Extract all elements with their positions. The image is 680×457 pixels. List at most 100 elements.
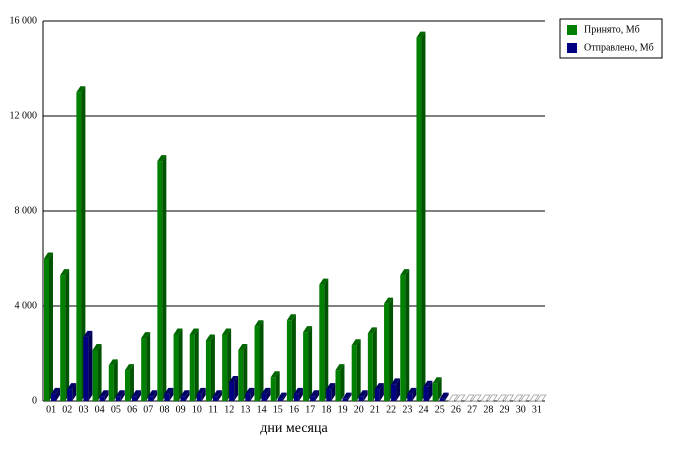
bar — [67, 383, 77, 401]
bar — [400, 269, 410, 401]
bar-face — [308, 326, 313, 401]
bar-face — [245, 393, 251, 401]
bar — [407, 387, 417, 401]
bar-face — [196, 393, 202, 401]
bar-face — [108, 359, 118, 366]
bar-face — [421, 31, 426, 401]
bar-face — [185, 390, 190, 401]
legend-swatch — [567, 25, 577, 35]
bar — [480, 394, 491, 402]
bar — [83, 330, 93, 401]
bar-face — [173, 328, 183, 335]
bar-face — [97, 343, 102, 401]
bar — [423, 380, 433, 401]
legend-label: Отправлено, Мб — [584, 42, 654, 53]
x-tick-label: 25 — [435, 404, 445, 415]
bar-face — [261, 393, 267, 401]
bar — [270, 371, 280, 401]
x-tick-label: 31 — [532, 404, 542, 415]
bar-face — [141, 332, 151, 339]
bar-face — [67, 383, 77, 390]
bar-face — [245, 387, 255, 394]
x-tick-label: 03 — [78, 404, 88, 415]
bar-face — [437, 377, 442, 401]
x-tick-label: 22 — [386, 404, 396, 415]
legend-swatch — [567, 43, 577, 53]
bar-face — [400, 275, 406, 401]
x-tick-label: 30 — [516, 404, 526, 415]
bar-face — [324, 278, 329, 401]
bar — [180, 390, 190, 401]
bar-face — [60, 269, 70, 276]
x-tick-label: 04 — [95, 404, 105, 415]
bar-face — [49, 252, 53, 401]
bar-face — [367, 327, 377, 334]
bar — [487, 394, 498, 402]
bar-face — [347, 392, 352, 401]
bar-face — [115, 390, 125, 397]
bar-face — [205, 334, 215, 341]
bar-face — [277, 398, 283, 401]
bar-face — [180, 390, 190, 397]
bar — [448, 394, 459, 402]
x-tick-label: 09 — [176, 404, 186, 415]
y-tick-label: 0 — [32, 395, 37, 406]
bar-face — [391, 378, 401, 385]
bar-face — [113, 359, 118, 401]
bar — [358, 390, 368, 401]
bar-face — [326, 383, 336, 390]
bar-face — [340, 364, 345, 401]
x-tick-label: 15 — [273, 404, 283, 415]
x-tick-label: 10 — [192, 404, 202, 415]
bar — [519, 394, 531, 402]
bar-face — [519, 394, 531, 402]
bar — [342, 392, 352, 401]
x-tick-label: 12 — [224, 404, 234, 415]
bar — [529, 394, 540, 402]
bar-face — [342, 398, 348, 401]
bar-face — [173, 334, 179, 401]
bar-face — [65, 269, 70, 401]
bar-face — [146, 332, 151, 401]
bar-face — [286, 314, 296, 321]
bar-face — [303, 332, 309, 401]
bar-face — [76, 86, 86, 93]
bar — [310, 390, 320, 401]
bar-face — [358, 390, 368, 397]
bar — [335, 364, 345, 401]
bar-face — [44, 252, 53, 259]
x-tick-label: 07 — [143, 404, 153, 415]
bar-face — [115, 396, 121, 401]
bar-face — [205, 340, 211, 401]
bar-face — [319, 284, 325, 401]
bar-face — [124, 370, 130, 401]
bar-face — [448, 394, 459, 402]
bar-face — [291, 314, 296, 401]
bar — [326, 383, 336, 401]
bar-face — [92, 343, 102, 350]
bar-face — [384, 297, 394, 304]
x-tick-label: 17 — [305, 404, 315, 415]
bar — [471, 394, 482, 402]
x-tick-label: 18 — [321, 404, 331, 415]
bar-face — [351, 345, 357, 401]
x-tick-label: 29 — [500, 404, 510, 415]
bar — [229, 376, 239, 401]
bar-face — [405, 269, 410, 401]
bar — [245, 387, 255, 401]
bar-face — [83, 330, 93, 337]
bar — [173, 328, 183, 401]
bar-face — [400, 269, 410, 276]
bar-face — [512, 394, 524, 402]
bar-face — [212, 390, 222, 397]
bar — [432, 377, 442, 401]
y-tick-label: 8 000 — [15, 205, 38, 216]
bar — [196, 387, 206, 401]
bar — [277, 392, 287, 401]
bar-face — [189, 328, 199, 335]
bar — [124, 364, 134, 401]
bar-face — [196, 387, 206, 394]
x-tick-label: 20 — [354, 404, 364, 415]
bar-face — [243, 343, 248, 401]
bar-face — [356, 339, 361, 401]
